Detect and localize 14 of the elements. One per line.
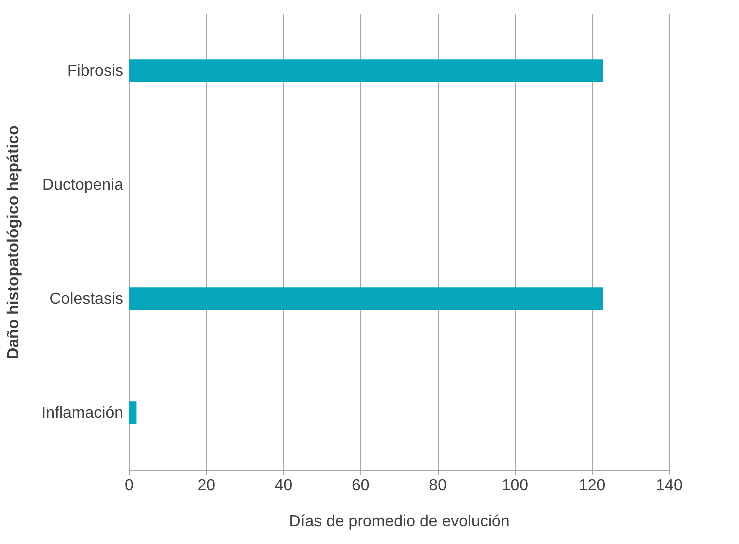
x-tick-label: 60 bbox=[352, 478, 370, 494]
x-axis-title: Días de promedio de evolución bbox=[289, 514, 510, 530]
y-axis-title: Daño histopatológico hepático bbox=[6, 125, 23, 360]
y-tick-label: Fibrosis bbox=[67, 63, 124, 80]
x-tick-label: 120 bbox=[579, 478, 606, 494]
x-tick-label: 20 bbox=[198, 478, 216, 494]
x-tick-label: 40 bbox=[274, 478, 293, 494]
y-tick-label: Colestasis bbox=[50, 291, 124, 308]
y-tick-label: Inflamación bbox=[42, 405, 124, 422]
y-tick-label: Ductopenia bbox=[42, 177, 124, 194]
x-tick-label: 100 bbox=[502, 478, 529, 494]
x-tick-label: 0 bbox=[125, 478, 134, 494]
x-tick-label: 80 bbox=[429, 478, 448, 494]
x-tick-label: 140 bbox=[656, 478, 683, 494]
